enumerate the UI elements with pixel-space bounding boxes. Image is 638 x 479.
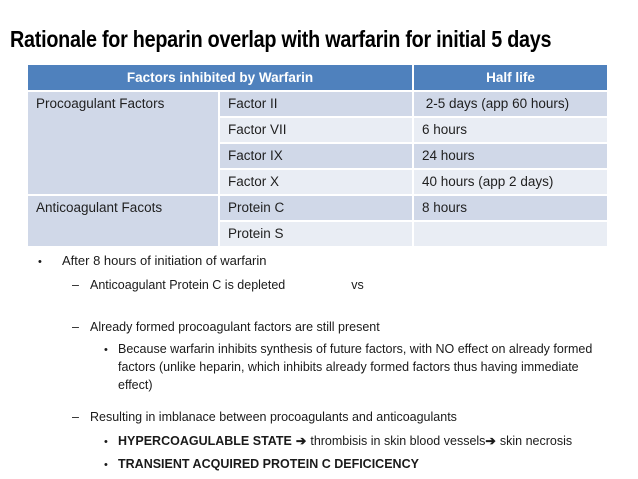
bullet-dot-icon: • [38, 256, 42, 268]
table-row: Factor IX 24 hours [27, 142, 609, 170]
hypercoagulable-state-label: HYPERCOAGULABLE STATE [118, 434, 292, 448]
bullet-hypercoagulable: • HYPERCOAGULABLE STATE ➔ thrombisis in … [104, 432, 638, 451]
table-row: Factor VII 6 hours [27, 116, 609, 144]
factors-halflife-table: Factors inhibited by Warfarin Half life … [26, 63, 609, 248]
header-factors-inhibited: Factors inhibited by Warfarin [26, 63, 414, 92]
factor-cell: Factor II [218, 90, 414, 118]
factor-cell: Factor IX [218, 142, 414, 170]
bullet-dash-icon: – [72, 278, 79, 292]
bullet-after-8-hours: • After 8 hours of initiation of warfari… [38, 252, 638, 271]
bullet-already-formed: – Already formed procoagulant factors ar… [72, 318, 638, 336]
bullet-dot-icon: • [104, 344, 108, 356]
vs-label: vs [351, 278, 364, 292]
table-row: Procoagulant Factors Factor II 2-5 days … [26, 90, 609, 196]
group-label-procoagulant: Procoagulant Factors [26, 90, 220, 196]
bullet-list: • After 8 hours of initiation of warfari… [0, 250, 638, 474]
bullet-dot-icon: • [104, 436, 108, 448]
factor-cell: Protein C [218, 194, 414, 222]
factor-cell: Protein S [218, 220, 414, 248]
right-arrow-icon: ➔ [485, 434, 496, 448]
factor-cell: Factor X [218, 168, 414, 196]
halflife-cell: 24 hours [412, 142, 609, 170]
bullet-text: Anticoagulant Protein C is depleted [90, 278, 286, 292]
halflife-cell: 2-5 days (app 60 hours) [412, 90, 609, 118]
bullet-dash-icon: – [72, 320, 79, 334]
bullet-text: Resulting in imblanace between procoagul… [90, 410, 457, 424]
bullet-text: Because warfarin inhibits synthesis of f… [118, 342, 593, 392]
bullet-text: TRANSIENT ACQUIRED PROTEIN C DEFICICENCY [118, 457, 419, 471]
skin-necrosis-text: skin necrosis [499, 434, 573, 448]
bullet-dot-icon: • [104, 459, 108, 471]
right-arrow-icon: ➔ [295, 434, 307, 448]
table-row: Factor X 40 hours (app 2 days) [27, 168, 609, 196]
bullet-text: After 8 hours of initiation of warfarin [62, 253, 267, 268]
bullet-dash-icon: – [72, 410, 79, 424]
bullet-protein-c-depleted: – Anticoagulant Protein C is depleted vs [72, 276, 638, 294]
header-half-life: Half life [412, 63, 609, 92]
bullet-text: Already formed procoagulant factors are … [90, 320, 380, 334]
table-row: Anticoagulant Facots Protein C 8 hours [26, 194, 609, 248]
halflife-cell: 8 hours [412, 194, 609, 222]
table-header-row: Factors inhibited by Warfarin Half life [26, 63, 609, 92]
factor-cell: Factor VII [218, 116, 414, 144]
thrombisis-text: thrombisis in skin blood vessels [310, 434, 486, 448]
bullet-because-warfarin: • Because warfarin inhibits synthesis of… [104, 340, 638, 394]
halflife-cell [412, 220, 609, 248]
slide-title: Rationale for heparin overlap with warfa… [10, 26, 552, 52]
bullet-resulting-imbalance: – Resulting in imblanace between procoag… [72, 408, 638, 426]
halflife-cell: 6 hours [412, 116, 609, 144]
halflife-cell: 40 hours (app 2 days) [412, 168, 609, 196]
group-label-anticoagulant: Anticoagulant Facots [26, 194, 220, 248]
bullet-transient-deficiency: • TRANSIENT ACQUIRED PROTEIN C DEFICICEN… [104, 455, 638, 474]
table-row: Protein S [27, 220, 609, 248]
